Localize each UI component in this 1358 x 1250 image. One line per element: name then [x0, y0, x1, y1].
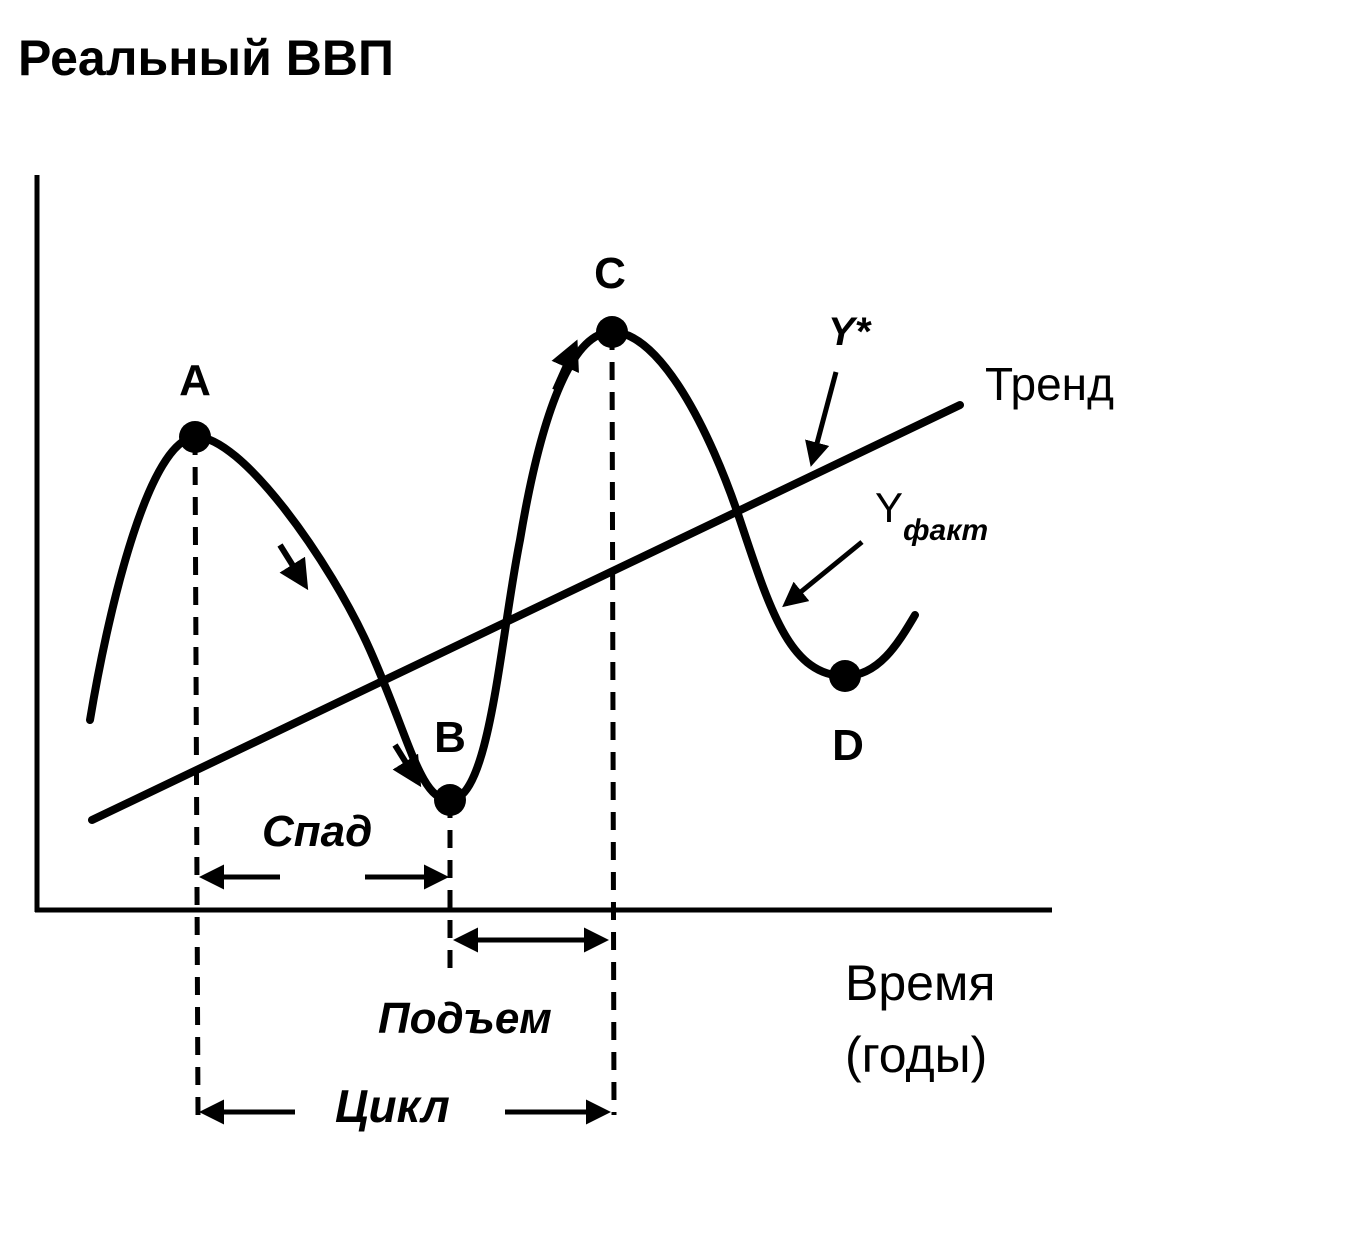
expansion-label: Подъем	[378, 994, 552, 1043]
recession-label: Спад	[262, 807, 372, 856]
trend-line	[88, 401, 964, 824]
chart-title: Реальный ВВП	[18, 30, 394, 86]
trend-label: Тренд	[985, 358, 1114, 410]
point-c-marker	[596, 316, 628, 348]
cycle-label: Цикл	[335, 1080, 450, 1132]
point-b-label: B	[434, 713, 466, 762]
curve-direction-arrow	[392, 743, 422, 788]
dashed-line-a	[192, 436, 201, 1116]
actual-gdp-curve	[86, 327, 919, 805]
point-c-label: C	[594, 249, 626, 298]
x-axis-label-unit: (годы)	[845, 1027, 987, 1083]
x-axis-label: Время	[845, 955, 995, 1011]
actual-pointer-arrow	[782, 540, 864, 608]
point-d-label: D	[832, 721, 864, 770]
point-a-label: A	[179, 356, 211, 405]
potential-gdp-label: Y*	[828, 310, 873, 354]
point-a-marker	[179, 421, 211, 453]
actual-gdp-label-sub: факт	[903, 514, 988, 547]
curve-direction-arrow	[551, 339, 579, 392]
point-d-marker	[829, 660, 861, 692]
actual-gdp-label: Yфакт	[875, 484, 988, 547]
potential-pointer-arrow	[805, 371, 839, 467]
dashed-guides	[192, 331, 617, 1116]
dashed-line-c	[609, 331, 617, 1116]
actual-gdp-label-main: Y	[875, 484, 903, 531]
point-b-marker	[434, 784, 466, 816]
curve-direction-arrow	[277, 543, 309, 591]
